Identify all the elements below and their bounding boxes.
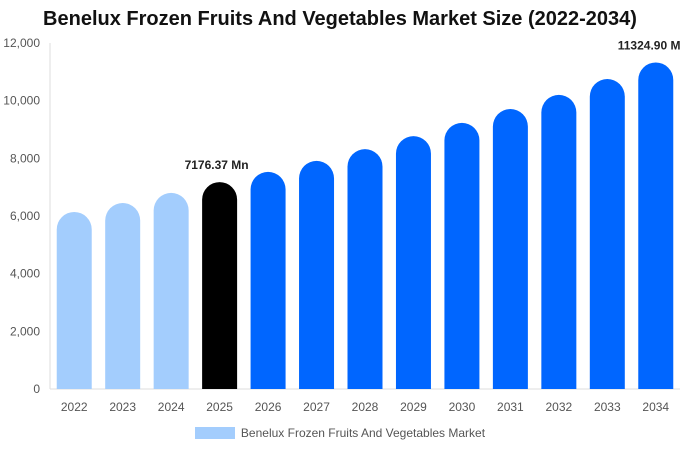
bar-2027 <box>299 160 335 389</box>
bar-2030 <box>444 122 480 389</box>
y-tick-label: 0 <box>33 382 40 396</box>
x-tick-label: 2028 <box>352 400 379 414</box>
bar-2024 <box>153 192 189 389</box>
x-tick-label: 2033 <box>594 400 621 414</box>
x-tick-label: 2030 <box>449 400 476 414</box>
x-tick-label: 2032 <box>545 400 572 414</box>
bar-2029 <box>395 136 431 389</box>
chart-title: Benelux Frozen Fruits And Vegetables Mar… <box>43 8 637 30</box>
x-tick-label: 2022 <box>61 400 88 414</box>
data-label: 11324.90 Mn <box>618 38 680 52</box>
bar-2022 <box>56 211 92 389</box>
bar-2026 <box>250 171 286 389</box>
bar-2025 <box>202 182 238 389</box>
x-tick-label: 2024 <box>158 400 185 414</box>
bar-2028 <box>347 149 383 389</box>
bar-2034 <box>638 62 674 389</box>
legend-swatch <box>194 427 235 439</box>
x-tick-label: 2027 <box>303 400 330 414</box>
bar-2033 <box>589 79 625 390</box>
bar-2032 <box>541 94 577 390</box>
bar-2031 <box>492 109 528 390</box>
y-tick-label: 12,000 <box>3 36 40 50</box>
y-tick-label: 8,000 <box>10 151 40 165</box>
bar-2023 <box>105 203 141 389</box>
y-tick-label: 4,000 <box>10 267 40 281</box>
x-tick-label: 2026 <box>255 400 282 414</box>
legend-label: Benelux Frozen Fruits And Vegetables Mar… <box>240 426 486 440</box>
legend: Benelux Frozen Fruits And Vegetables Mar… <box>0 426 680 440</box>
y-tick-label: 6,000 <box>10 209 40 223</box>
data-label: 7176.37 Mn <box>185 158 249 172</box>
y-tick-label: 10,000 <box>3 94 40 108</box>
bar-chart: 0 2,000 4,000 6,000 8,000 10,000 12,000 2022 202… <box>3 36 680 414</box>
x-tick-label: 2031 <box>497 400 524 414</box>
x-tick-label: 2029 <box>400 400 427 414</box>
x-tick-label: 2025 <box>206 400 233 414</box>
x-tick-label: 2023 <box>109 400 136 414</box>
y-tick-label: 2,000 <box>10 324 40 338</box>
x-tick-label: 2034 <box>642 400 669 414</box>
